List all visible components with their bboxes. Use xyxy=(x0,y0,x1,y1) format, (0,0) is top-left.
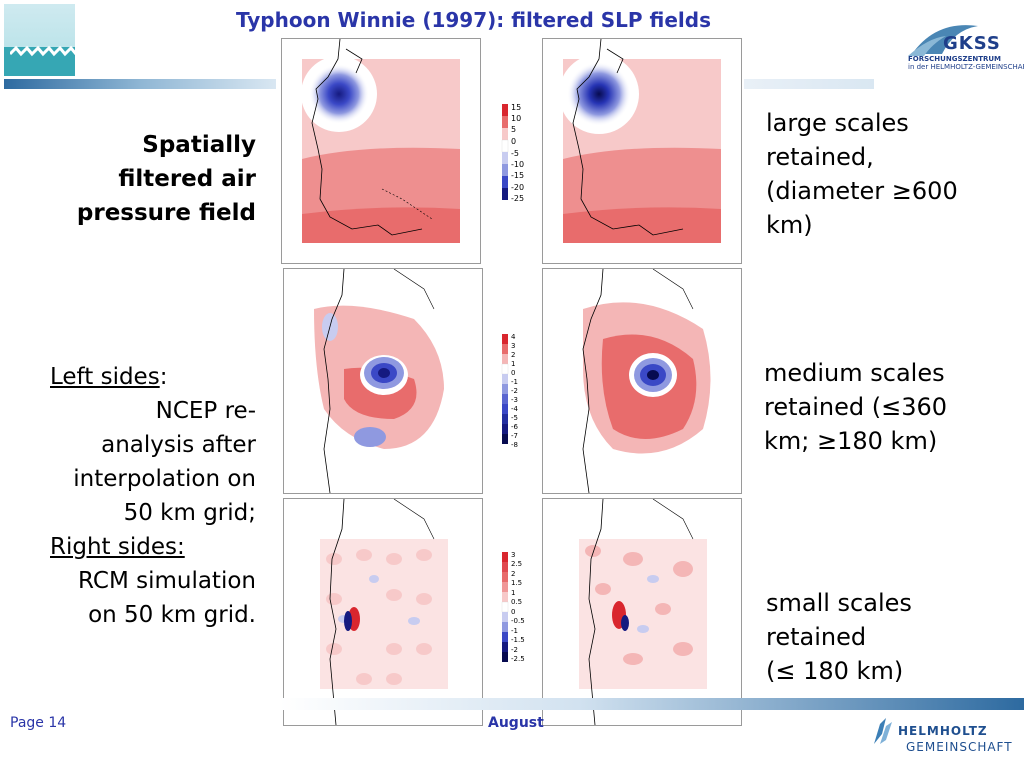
svg-text:0: 0 xyxy=(511,137,516,146)
svg-text:1: 1 xyxy=(511,360,515,368)
page-number: Page 14 xyxy=(10,715,67,731)
right-sides-label: Right sides: xyxy=(50,534,185,560)
svg-text:-6: -6 xyxy=(511,423,519,431)
helmholtz-logo-icon xyxy=(874,718,892,744)
footer-divider xyxy=(280,698,1024,710)
map-large-ncep xyxy=(281,38,481,264)
svg-text:10: 10 xyxy=(511,114,521,123)
wave-logo xyxy=(4,4,76,76)
medium-scales-label: medium scales retained (≤360 km; ≥180 km… xyxy=(764,359,948,455)
svg-text:-2.5: -2.5 xyxy=(511,655,525,663)
svg-text:-1: -1 xyxy=(511,627,518,635)
svg-text:-15: -15 xyxy=(511,171,524,180)
svg-text:3: 3 xyxy=(511,551,515,559)
svg-text:-8: -8 xyxy=(511,441,518,449)
svg-text:0.5: 0.5 xyxy=(511,598,522,606)
large-scales-label: large scales retained, (diameter ≥600 km… xyxy=(766,109,958,239)
svg-text:-2: -2 xyxy=(511,646,518,654)
svg-text:-0.5: -0.5 xyxy=(511,617,525,625)
header-divider-right xyxy=(744,79,874,89)
svg-text:-1.5: -1.5 xyxy=(511,636,525,644)
colorbar-medium: 4 3 2 1 0 -1 -2 -3 -4 -5 -6 -7 -8 xyxy=(501,333,519,449)
svg-text:0: 0 xyxy=(511,369,515,377)
small-scales-label: small scales retained (≤ 180 km) xyxy=(766,589,912,685)
svg-text:-1: -1 xyxy=(511,378,518,386)
svg-text:0: 0 xyxy=(511,608,515,616)
map-medium-ncep xyxy=(283,268,483,494)
svg-text:5: 5 xyxy=(511,125,516,134)
svg-text:1.5: 1.5 xyxy=(511,579,522,587)
svg-text:1: 1 xyxy=(511,589,515,597)
svg-text:-5: -5 xyxy=(511,149,519,158)
svg-text:-5: -5 xyxy=(511,414,518,422)
svg-text:-2: -2 xyxy=(511,387,518,395)
svg-text:-3: -3 xyxy=(511,396,518,404)
left-sides-label: Left sides xyxy=(50,364,160,390)
map-medium-rcm xyxy=(542,268,742,494)
helmholtz-subtitle: GEMEINSCHAFT xyxy=(906,740,1013,754)
slide-title: Typhoon Winnie (1997): filtered SLP fiel… xyxy=(236,8,711,32)
svg-text:-4: -4 xyxy=(511,405,519,413)
map-small-rcm xyxy=(542,498,742,726)
spatially-filtered-label: Spatially filtered air pressure field xyxy=(76,132,256,226)
svg-text:2: 2 xyxy=(511,570,515,578)
svg-text:4: 4 xyxy=(511,333,516,341)
gkss-name: GKSS xyxy=(943,33,1001,54)
data-source-description: Left sides: NCEP re- analysis after inte… xyxy=(50,364,256,628)
svg-text:-7: -7 xyxy=(511,432,518,440)
svg-text:-20: -20 xyxy=(511,183,524,192)
conference-info: August xyxy=(488,715,544,731)
wave-icon xyxy=(10,45,76,57)
colorbar-large: 15 10 5 0 -5 -10 -15 -20 -25 xyxy=(501,103,524,203)
svg-text:-10: -10 xyxy=(511,160,524,169)
svg-text:15: 15 xyxy=(511,103,521,112)
svg-text:-25: -25 xyxy=(511,194,524,203)
header-divider xyxy=(4,79,276,89)
colorbar-small: 3 2.5 2 1.5 1 0.5 0 -0.5 -1 -1.5 -2 -2.5 xyxy=(501,551,525,663)
map-small-ncep xyxy=(283,498,483,726)
helmholtz-name: HELMHOLTZ xyxy=(898,724,988,738)
map-large-rcm xyxy=(542,38,742,264)
gkss-logo-icon xyxy=(908,25,978,56)
svg-text:2: 2 xyxy=(511,351,515,359)
gkss-subtitle: FORSCHUNGSZENTRUM in der HELMHOLTZ-GEMEI… xyxy=(908,55,1024,71)
svg-text:3: 3 xyxy=(511,342,515,350)
svg-text:2.5: 2.5 xyxy=(511,560,522,568)
